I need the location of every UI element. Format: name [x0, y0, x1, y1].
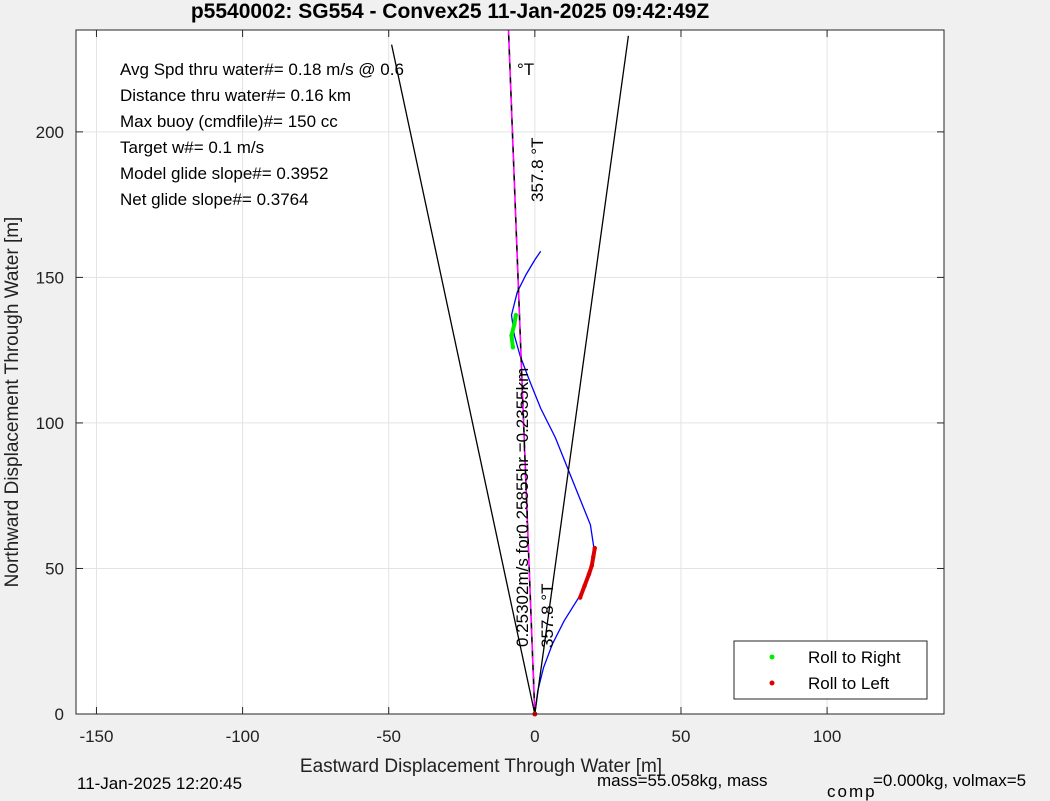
series-roll_right-line [509, 313, 518, 350]
legend-marker-roll-left [769, 680, 775, 686]
y-tick-label: 200 [36, 123, 64, 142]
point-roll_left [589, 563, 595, 568]
point-roll_left [586, 572, 592, 577]
point-roll_right [510, 345, 516, 350]
series-track [510, 250, 596, 715]
heading-label-bottom: 357.8 °T [538, 584, 557, 648]
point-roll_left [582, 583, 587, 589]
avg-speed-unit: °T [517, 60, 534, 79]
point-roll_right [512, 321, 517, 327]
footer-mass: mass=55.058kg, mass [597, 771, 768, 790]
series-fan_right [534, 35, 630, 715]
chart-title: p5540002: SG554 - Convex25 11-Jan-2025 0… [191, 0, 709, 23]
avg-speed-text: Avg Spd thru water#= 0.18 m/s @ 0.6 [120, 60, 404, 79]
point-roll_right [513, 313, 519, 318]
series-heading_magenta [507, 29, 536, 715]
series-heading_dashed [507, 29, 536, 715]
x-tick-label: -100 [226, 727, 260, 746]
legend-box [733, 640, 928, 700]
target-w-text: Target w#= 0.1 m/s [120, 138, 264, 157]
point-roll_left [591, 554, 596, 560]
plot-area [75, 29, 945, 715]
footer-date: 11-Jan-2025 12:20:45 [77, 774, 242, 793]
x-tick-label: 0 [530, 727, 539, 746]
y-tick-label: 100 [36, 414, 64, 433]
x-tick-label: -50 [376, 727, 401, 746]
heading-label-top: 357.8 °T [528, 138, 547, 202]
legend-label-roll-right: Roll to Right [808, 648, 901, 667]
marker-layer [509, 313, 597, 717]
y-tick-label: 150 [36, 268, 64, 287]
x-tick-label: 100 [813, 727, 841, 746]
point-roll_right [509, 333, 514, 338]
x-axis-label: Eastward Displacement Through Water [m] [300, 756, 662, 777]
net-glide-text: Net glide slope#= 0.3764 [120, 190, 309, 209]
point-roll_left [592, 545, 597, 551]
footer-mass-subscript: comp [827, 782, 877, 801]
footer-volmax: =0.000kg, volmax=5 [873, 771, 1026, 790]
legend-label-roll-left: Roll to Left [808, 674, 890, 693]
y-tick-label: 0 [55, 705, 64, 724]
distance-text: Distance thru water#= 0.16 km [120, 86, 351, 105]
y-tick-label: 50 [45, 559, 64, 578]
legend-marker-roll-right [769, 654, 775, 660]
plot-frame [75, 29, 945, 715]
x-tick-label: 50 [672, 727, 691, 746]
series-layer [390, 29, 630, 715]
point-roll_left [577, 595, 583, 600]
x-tick-label: -150 [79, 727, 113, 746]
y-axis-label: Northward Displacement Through Water [m] [2, 217, 23, 588]
model-glide-text: Model glide slope#= 0.3952 [120, 164, 328, 183]
speed-note-label: 0.25302m/s for0.25855hr =0.2355km [513, 368, 532, 647]
max-buoy-text: Max buoy (cmdfile)#= 150 cc [120, 112, 338, 131]
legend: Roll to Right Roll to Left [733, 640, 928, 700]
series-fan_left [390, 44, 536, 715]
